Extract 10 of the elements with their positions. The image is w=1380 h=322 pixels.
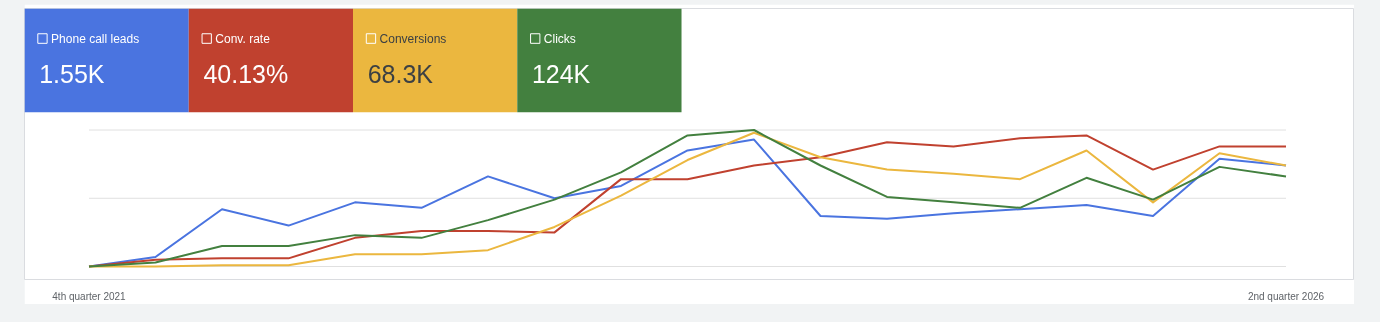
legend-label: Conversions	[379, 31, 447, 46]
text: 124K	[531, 60, 591, 89]
x-tick-label: 2nd quarter 2026	[1247, 290, 1325, 302]
legend-label: Conv. rate	[215, 31, 271, 46]
text: 40.13%	[203, 60, 289, 89]
text: 1.55K	[39, 60, 105, 89]
legend-label: Phone call leads	[51, 31, 140, 46]
legend-label: Clicks	[543, 31, 576, 46]
text: 68.3K	[367, 60, 434, 89]
x-tick-label: 4th quarter 2021	[52, 290, 127, 302]
